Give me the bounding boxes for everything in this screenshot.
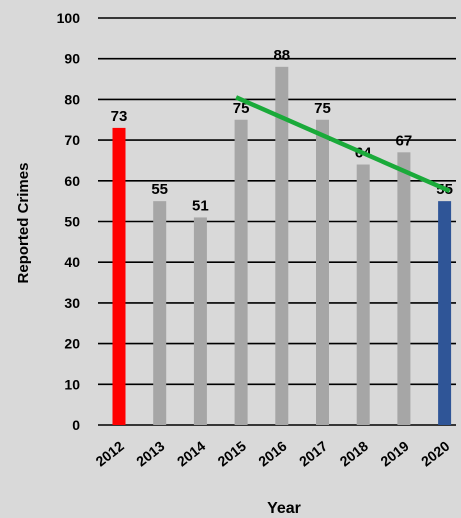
y-tick-label: 0	[72, 417, 80, 433]
y-tick-label: 40	[64, 254, 80, 270]
y-tick-label: 80	[64, 91, 80, 107]
y-tick-label: 20	[64, 336, 80, 352]
data-label-2015: 75	[233, 100, 250, 117]
bar-2014	[193, 217, 207, 425]
data-label-2016: 88	[273, 47, 290, 64]
trendline-group	[235, 95, 451, 194]
data-label-2017: 75	[314, 100, 331, 117]
y-tick-label: 10	[64, 376, 80, 392]
y-tick-label: 100	[57, 10, 81, 26]
y-axis-label: Reported Crimes	[15, 163, 32, 284]
x-tick-label-2013: 2013	[133, 438, 168, 470]
bar-2013	[153, 201, 167, 425]
x-tick-label-2017: 2017	[296, 438, 331, 470]
x-tick-label-2014: 2014	[174, 438, 209, 470]
x-axis-tick-labels: 2012 2013 2014 2015 2016 2017 2018 2019 2020	[92, 438, 452, 470]
y-tick-label: 30	[64, 295, 80, 311]
bar-2016	[275, 66, 289, 425]
x-tick-label-2015: 2015	[215, 438, 250, 470]
y-tick-label: 70	[64, 132, 80, 148]
x-tick-label-2019: 2019	[377, 438, 412, 470]
bars	[112, 66, 452, 425]
bar-2012	[112, 127, 126, 425]
x-tick-label-2020: 2020	[418, 438, 453, 470]
data-label-2012: 73	[111, 108, 128, 125]
x-tick-label-2016: 2016	[255, 438, 290, 470]
y-tick-label: 60	[64, 173, 80, 189]
trendline	[235, 95, 451, 194]
data-label-2014: 51	[192, 197, 209, 214]
data-label-2013: 55	[151, 181, 168, 198]
bar-2015	[234, 119, 248, 425]
bar-2020	[438, 201, 452, 425]
bar-2019	[397, 152, 411, 425]
y-tick-label: 50	[64, 214, 80, 230]
x-tick-label-2012: 2012	[92, 438, 127, 470]
x-axis-label: Year	[267, 500, 301, 517]
bar-2018	[356, 164, 370, 425]
x-tick-label-2018: 2018	[337, 438, 372, 470]
data-label-2019: 67	[396, 132, 413, 149]
bar-2017	[316, 119, 329, 425]
y-axis-tick-labels: 0 10 20 30 40 50 60 70 80 90 100	[57, 10, 81, 433]
y-tick-label: 90	[64, 51, 80, 67]
